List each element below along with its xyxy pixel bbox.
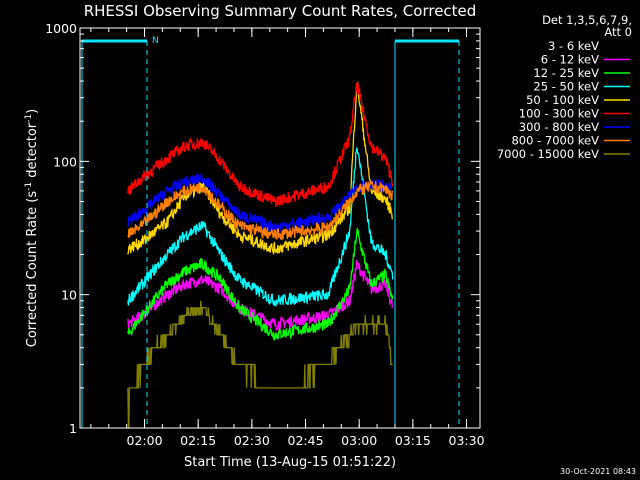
- series-line: [127, 82, 394, 255]
- series-1: [127, 259, 394, 332]
- night-marker: N: [152, 36, 159, 46]
- y-axis-label-sup2: -1: [24, 114, 34, 123]
- x-tick-label: 03:15: [395, 433, 431, 448]
- y-axis-label-sup1: -1: [24, 182, 34, 191]
- y-axis: 1 10 100 1000: [45, 21, 480, 436]
- chart-title: RHESSI Observing Summary Count Rates, Co…: [84, 2, 477, 20]
- series-2: [127, 228, 394, 341]
- legend-label: 3 - 6 keV: [548, 39, 599, 53]
- legend-label: 12 - 25 keV: [533, 66, 599, 80]
- legend-label: 800 - 7000 keV: [511, 134, 599, 148]
- legend-header-1: Det 1,3,5,6,7,9,: [542, 13, 632, 27]
- orbit-markers: N: [81, 36, 460, 428]
- y-tick-label: 1000: [45, 21, 77, 36]
- y-axis-label-mid: detector: [25, 122, 40, 182]
- x-tick-label: 03:00: [341, 433, 377, 448]
- legend-label: 6 - 12 keV: [541, 53, 599, 67]
- x-tick-label: 02:00: [127, 433, 163, 448]
- series-6: [127, 173, 394, 233]
- series-3: [127, 146, 394, 307]
- x-tick-label: 03:30: [449, 433, 485, 448]
- x-axis: 02:00 02:15 02:30 02:45 03:00 03:15 03:30: [90, 28, 485, 448]
- series-layer: [127, 81, 394, 429]
- x-tick-label: 02:30: [234, 433, 270, 448]
- legend-header-2: Att 0: [604, 25, 632, 39]
- legend-label: 7000 - 15000 keV: [497, 147, 599, 161]
- x-tick-label: 02:45: [288, 433, 324, 448]
- y-tick-label: 1: [69, 421, 77, 436]
- plot-frame: [79, 27, 481, 429]
- series-0: [127, 247, 394, 274]
- legend-label: 25 - 50 keV: [533, 80, 599, 94]
- series-line: [127, 300, 393, 429]
- legend-label: 300 - 800 keV: [519, 120, 599, 134]
- legend-label: 100 - 300 keV: [519, 107, 599, 121]
- timestamp: 30-Oct-2021 08:43: [560, 467, 636, 476]
- series-line: [127, 173, 394, 233]
- series-line: [127, 81, 394, 207]
- y-axis-label-main: Corrected Count Rate (s: [25, 191, 40, 348]
- y-tick-label: 10: [61, 288, 77, 303]
- series-4: [127, 82, 394, 255]
- y-axis-label-end: ): [25, 109, 40, 114]
- series-7: [127, 180, 394, 241]
- series-line: [127, 247, 394, 274]
- x-axis-label: Start Time (13-Aug-15 01:51:22): [184, 455, 396, 470]
- series-8: [127, 300, 393, 429]
- x-tick-label: 02:15: [180, 433, 216, 448]
- series-line: [127, 180, 394, 241]
- series-line: [127, 146, 394, 307]
- series-line: [127, 228, 394, 341]
- series-line: [127, 259, 394, 332]
- y-axis-label: Corrected Count Rate (s-1 detector-1): [24, 109, 40, 347]
- legend-label: 50 - 100 keV: [526, 93, 599, 107]
- y-tick-label: 100: [53, 154, 77, 169]
- series-5: [127, 81, 394, 207]
